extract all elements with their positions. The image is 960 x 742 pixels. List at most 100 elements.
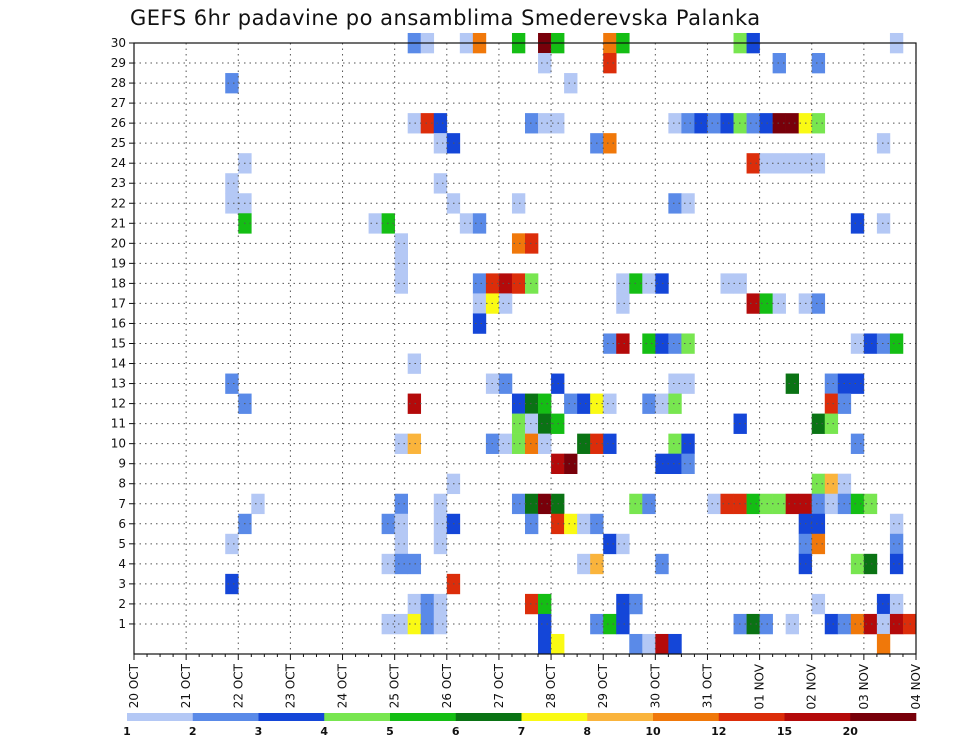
data-cell	[759, 613, 773, 635]
data-cell	[564, 73, 578, 94]
data-cell	[538, 493, 552, 515]
data-cell	[498, 373, 513, 394]
data-cell	[616, 273, 630, 294]
data-cell	[420, 613, 435, 635]
data-cell	[407, 613, 422, 635]
x-tick-label: 25 OCT	[388, 663, 402, 708]
y-tick-label: 28	[111, 76, 126, 90]
data-cell	[511, 393, 526, 414]
y-tick-label: 7	[118, 497, 126, 511]
data-cell	[603, 613, 617, 635]
data-cell	[811, 473, 826, 495]
data-cell	[225, 73, 239, 94]
y-tick-label: 4	[118, 557, 126, 571]
y-tick-label: 21	[111, 216, 126, 230]
y-tick-label: 2	[118, 597, 126, 611]
data-cell	[720, 113, 734, 134]
data-cell	[225, 373, 239, 394]
data-cell	[681, 373, 695, 394]
data-cell	[889, 533, 904, 555]
data-cell	[850, 333, 865, 354]
data-cell	[616, 333, 630, 354]
data-cell	[707, 113, 721, 134]
legend-swatch	[718, 713, 785, 721]
data-cell	[850, 373, 865, 394]
x-tick-label: 31 OCT	[700, 663, 714, 708]
data-cell	[616, 613, 630, 635]
x-tick-label: 23 OCT	[283, 663, 297, 708]
data-cell	[538, 413, 552, 434]
plot-frame	[133, 42, 917, 655]
data-cell	[772, 293, 786, 314]
data-cell	[433, 533, 448, 555]
legend-swatch	[192, 713, 259, 721]
data-cell	[811, 53, 826, 74]
data-cell	[772, 113, 786, 134]
data-cell	[889, 513, 904, 535]
x-tick-label: 30 OCT	[648, 663, 662, 708]
data-cell	[420, 113, 435, 134]
x-tick-label: 28 OCT	[544, 663, 558, 708]
data-cell	[668, 393, 682, 414]
data-cell	[616, 533, 630, 555]
y-tick-label: 19	[111, 256, 126, 270]
data-cell	[538, 593, 552, 615]
data-cell	[225, 533, 239, 555]
data-cell	[394, 513, 408, 535]
data-cell	[642, 393, 656, 414]
legend-swatch	[850, 713, 917, 721]
data-cell	[668, 373, 682, 394]
legend-label: 1	[123, 725, 131, 738]
data-cell	[407, 353, 422, 374]
y-tick-label: 30	[111, 36, 126, 50]
legend-label: 20	[843, 725, 859, 738]
data-cell	[759, 113, 773, 134]
data-cell	[433, 513, 448, 535]
legend-label: 8	[583, 725, 591, 738]
data-cell	[603, 333, 617, 354]
y-tick-label: 6	[118, 517, 126, 531]
data-cell	[525, 113, 539, 134]
data-cell	[472, 313, 487, 334]
data-cell	[863, 613, 878, 635]
legend-label: 12	[711, 725, 726, 738]
data-cell	[433, 133, 448, 154]
data-cell	[511, 433, 526, 454]
y-tick-label: 26	[111, 116, 126, 130]
data-cell	[603, 433, 617, 454]
data-cell	[407, 113, 422, 134]
data-cell	[824, 613, 839, 635]
data-cell	[746, 153, 760, 174]
data-cell	[811, 413, 826, 434]
legend-swatch	[587, 713, 654, 721]
y-tick-label: 9	[118, 457, 126, 471]
data-cell	[876, 213, 891, 234]
y-tick-label: 10	[111, 437, 126, 451]
data-cell	[889, 333, 904, 354]
x-tick-label: 21 OCT	[179, 663, 193, 708]
data-cell	[746, 293, 760, 314]
data-cell	[433, 593, 448, 615]
data-cell	[876, 613, 891, 635]
data-cell	[394, 613, 408, 635]
x-tick-label: 24 OCT	[336, 663, 350, 708]
data-cell	[538, 53, 552, 74]
y-tick-label: 23	[111, 176, 126, 190]
data-cell	[850, 493, 865, 515]
legend-label: 3	[255, 725, 263, 738]
data-cell	[772, 493, 786, 515]
data-cell	[850, 213, 865, 234]
y-tick-label: 3	[118, 577, 126, 591]
x-tick-label: 26 OCT	[440, 663, 454, 708]
data-cell	[668, 633, 682, 655]
data-cell	[407, 593, 422, 615]
data-cell	[863, 553, 878, 575]
data-cell	[538, 393, 552, 414]
data-cell	[394, 253, 408, 274]
data-cell	[811, 113, 826, 134]
data-cell	[394, 233, 408, 254]
x-tick-label: 27 OCT	[492, 663, 506, 708]
x-tick-label: 02 NOV	[805, 663, 819, 709]
data-cell	[511, 493, 526, 515]
